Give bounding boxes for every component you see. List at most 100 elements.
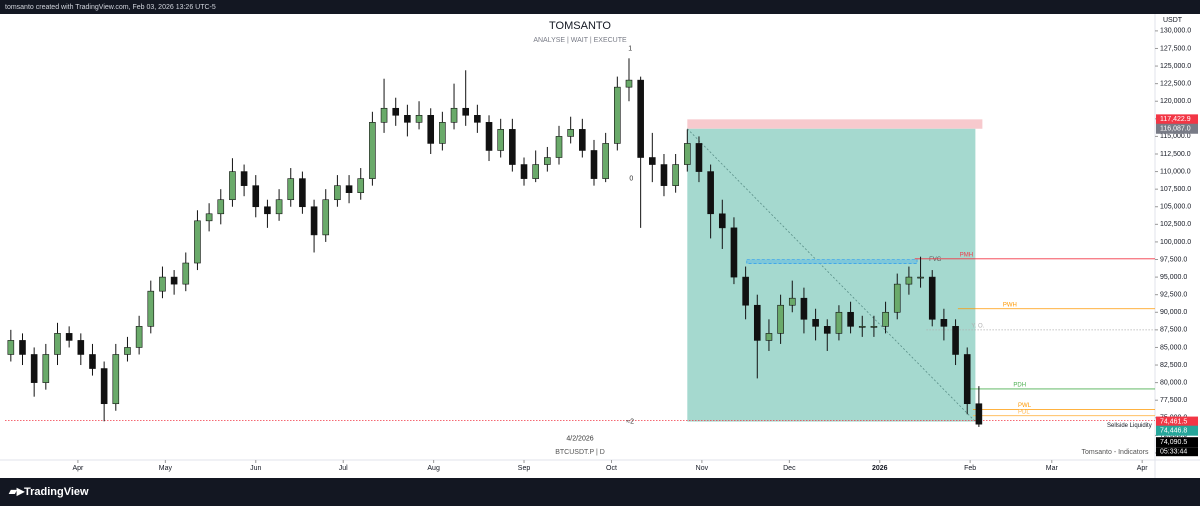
- candle-body: [7, 340, 15, 355]
- price-tag: [1156, 123, 1198, 134]
- candle-body: [217, 199, 225, 215]
- candle-body: [672, 164, 679, 186]
- candle-body: [380, 107, 388, 123]
- candle-body: [590, 150, 598, 179]
- currency: USDT: [1163, 17, 1183, 24]
- y-tick-label: 90,000.0: [1160, 309, 1187, 316]
- indicator: Tomsanto - Indicators: [1082, 449, 1149, 456]
- candle-body: [392, 107, 400, 116]
- symbol: BTCUSDT.P | D: [555, 449, 605, 456]
- candle-body: [124, 347, 131, 355]
- candle-body: [19, 340, 26, 355]
- y-tick-label: 125,000.0: [1160, 63, 1191, 70]
- annotation: 4/2/2026: [566, 436, 593, 443]
- x-tick-label: Apr: [1137, 465, 1149, 472]
- x-tick-label: Dec: [783, 465, 796, 472]
- candle-body: [205, 213, 213, 222]
- countdown-box: [1156, 447, 1198, 457]
- candle-body: [194, 220, 201, 264]
- price-tag: [1156, 425, 1198, 436]
- candle-body: [625, 79, 633, 88]
- candle-body: [800, 297, 808, 320]
- y-tick-label: 85,000.0: [1160, 344, 1187, 351]
- candle-body: [928, 276, 936, 320]
- candle-body: [532, 164, 539, 179]
- candle-body: [100, 368, 108, 405]
- candle-body: [264, 206, 271, 215]
- candle-body: [742, 276, 749, 306]
- candle-body: [450, 107, 458, 123]
- candle-body: [649, 157, 656, 165]
- bottom-bar: [0, 478, 1200, 506]
- candle-body: [718, 213, 726, 229]
- level-label: PMH: [960, 252, 973, 258]
- candle-body: [637, 79, 644, 158]
- candle-body: [474, 114, 481, 123]
- x-tick-label: Sep: [518, 465, 531, 472]
- candle-body: [882, 311, 889, 327]
- candle-body: [788, 297, 796, 306]
- candle-body: [870, 326, 878, 328]
- x-tick-label: Oct: [606, 465, 617, 472]
- candle-body: [275, 199, 283, 215]
- price-tag: [1156, 416, 1198, 427]
- candle-body: [299, 178, 306, 208]
- price-tag-label: 117,422.9: [1160, 116, 1191, 123]
- candle-body: [765, 333, 773, 341]
- y-tick-label: 100,000.0: [1160, 239, 1191, 246]
- y-tick-label: 120,000.0: [1160, 98, 1191, 105]
- candle-body: [240, 171, 248, 186]
- x-tick-label: Jun: [250, 465, 261, 472]
- x-tick-label: Jul: [339, 465, 348, 472]
- candle-body: [54, 333, 61, 355]
- candle-body: [975, 403, 983, 425]
- zone: [687, 119, 983, 129]
- candle-body: [287, 178, 295, 201]
- x-tick-label: Nov: [696, 465, 709, 472]
- candle-body: [695, 143, 703, 172]
- y-tick-label: 107,500.0: [1160, 186, 1191, 193]
- candle-body: [579, 129, 586, 151]
- price-tag-label: 74,090.5: [1160, 439, 1187, 446]
- candle-body: [30, 354, 38, 383]
- y-tick-label: 112,500.0: [1160, 151, 1191, 158]
- candle-body: [905, 276, 913, 285]
- y-tick-label: 110,000.0: [1160, 168, 1191, 175]
- candle-body: [357, 178, 365, 193]
- candle-body: [229, 171, 236, 201]
- candle-body: [602, 143, 609, 179]
- candle-body: [485, 122, 493, 151]
- chart-subtitle: ANALYSE | WAIT | EXECUTE: [533, 37, 627, 44]
- y-tick-label: 127,500.0: [1160, 45, 1191, 52]
- level-label: PWL: [1018, 403, 1032, 409]
- candle-body: [170, 276, 178, 285]
- chart-title: TOMSANTO: [549, 20, 611, 32]
- candle-body: [567, 129, 574, 137]
- y-tick-label: 95,000.0: [1160, 274, 1187, 281]
- candle-body: [544, 157, 551, 165]
- brand-logo: ▰▶: [8, 487, 26, 498]
- candle-body: [847, 311, 854, 327]
- y-tick-label: 77,500.0: [1160, 397, 1187, 404]
- candle-body: [147, 290, 155, 327]
- fvg-label: FVG: [929, 257, 942, 263]
- x-tick-label: 2026: [872, 465, 888, 472]
- y-tick-label: 130,000.0: [1160, 28, 1191, 35]
- candle-body: [252, 185, 260, 208]
- candle-body: [462, 107, 469, 116]
- price-tag-label: 74,461.5: [1160, 418, 1187, 425]
- candle-body: [439, 122, 446, 144]
- candle-body: [555, 136, 563, 158]
- candle-body: [660, 164, 668, 186]
- candle-body: [334, 185, 341, 201]
- candle-body: [893, 283, 901, 313]
- candle-body: [917, 276, 924, 279]
- price-tag: [1156, 114, 1198, 125]
- level-label: PDL: [1018, 409, 1030, 415]
- candle-body: [777, 304, 784, 334]
- candle-body: [858, 326, 866, 328]
- price-tag-label: 74,446.8: [1160, 428, 1187, 435]
- candle-body: [684, 143, 691, 165]
- level-label: PWH: [1003, 302, 1017, 308]
